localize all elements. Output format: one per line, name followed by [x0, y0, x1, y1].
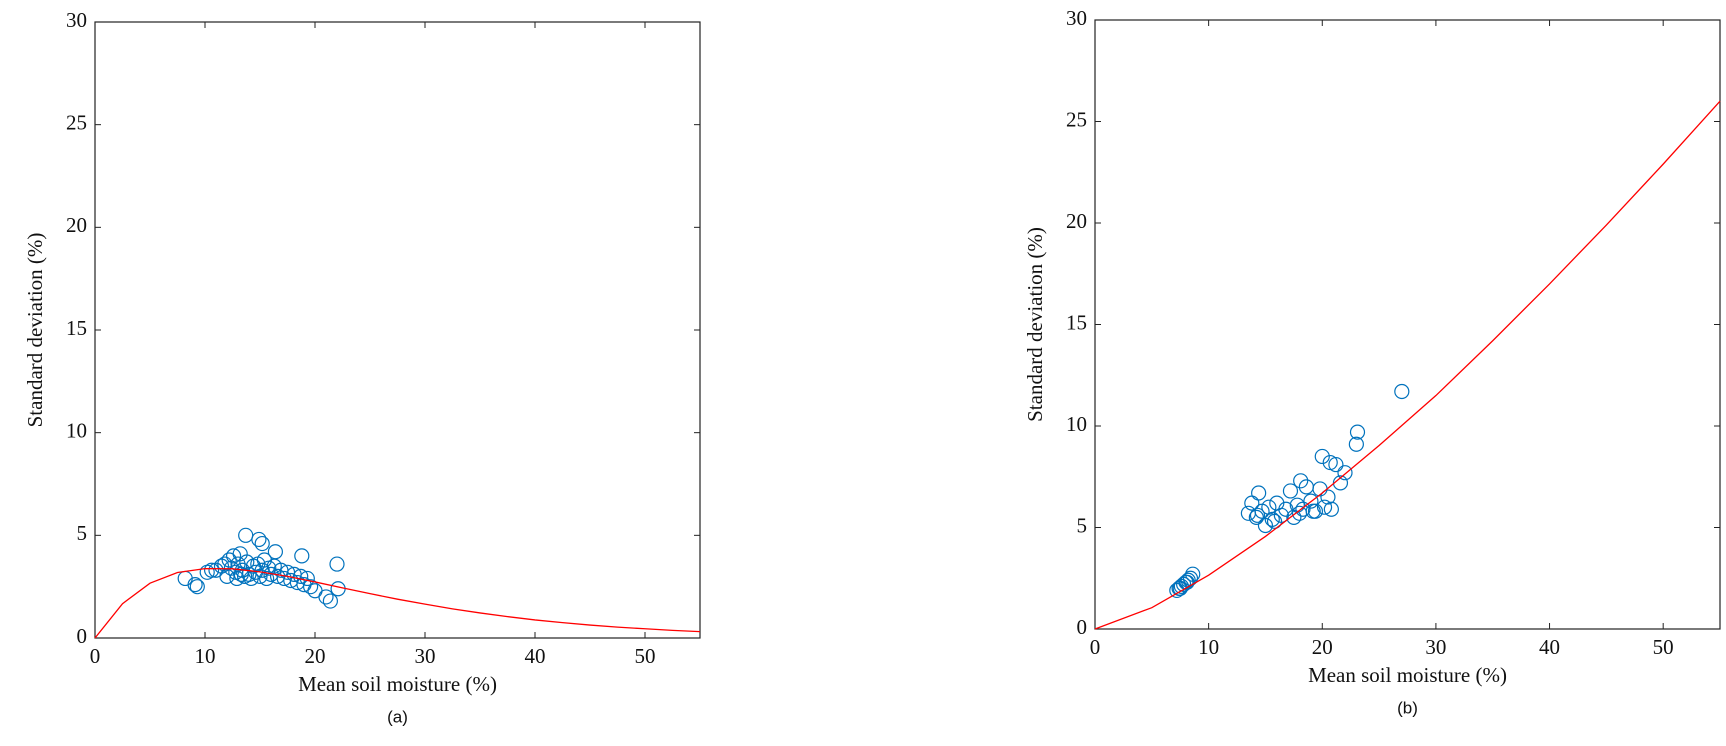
x-tick-label: 30 [415, 644, 436, 668]
data-point [318, 589, 334, 605]
y-tick-label: 15 [1066, 310, 1087, 334]
y-axis-label: Standard deviation (%) [1023, 227, 1047, 422]
x-tick-label: 10 [1198, 635, 1219, 659]
data-point [303, 579, 319, 595]
data-point [226, 548, 242, 564]
y-tick-label: 5 [1077, 513, 1088, 537]
data-point [330, 581, 346, 597]
x-axis-label: Mean soil moisture (%) [298, 672, 497, 696]
caption: (b) [1397, 698, 1418, 717]
data-point [1261, 499, 1277, 515]
x-tick-label: 40 [1539, 635, 1560, 659]
data-point [1240, 505, 1257, 521]
x-tick-label: 50 [635, 644, 656, 668]
data-point [1266, 513, 1283, 530]
data-point [1298, 479, 1314, 495]
data-point [1249, 507, 1266, 523]
x-axis-label: Mean soil moisture (%) [1308, 663, 1507, 687]
data-point [251, 531, 267, 548]
data-point [1348, 436, 1364, 452]
data-point [267, 544, 283, 560]
data-point [1282, 483, 1299, 499]
y-tick-label: 20 [66, 213, 87, 237]
data-point [1312, 481, 1328, 497]
y-tick-label: 30 [66, 8, 87, 32]
data-point [213, 558, 230, 574]
y-tick-label: 25 [66, 110, 87, 134]
y-tick-label: 0 [77, 624, 88, 648]
y-tick-label: 30 [1066, 6, 1087, 30]
data-point [1295, 501, 1311, 517]
y-tick-label: 20 [1066, 209, 1087, 233]
y-tick-label: 10 [1066, 412, 1087, 436]
data-point [1278, 501, 1294, 517]
y-tick-label: 10 [66, 418, 87, 442]
data-point [294, 548, 310, 564]
data-point [229, 570, 245, 587]
plot-frame [1094, 19, 1721, 630]
data-point [233, 566, 249, 582]
y-tick-label: 0 [1077, 615, 1088, 639]
data-point [254, 535, 270, 552]
data-point [322, 593, 338, 609]
y-tick-label: 25 [1066, 107, 1087, 131]
x-tick-label: 50 [1653, 635, 1674, 659]
data-point [259, 570, 275, 587]
data-point [1305, 503, 1321, 519]
data-point [293, 568, 309, 585]
fit-curve [94, 567, 701, 639]
data-point [1323, 501, 1339, 517]
x-tick-label: 20 [1312, 635, 1333, 659]
data-point [204, 562, 220, 578]
y-axis-label: Standard deviation (%) [23, 233, 47, 428]
data-point [1264, 511, 1280, 527]
fit-curve [1094, 100, 1721, 630]
x-tick-label: 0 [1090, 635, 1101, 659]
data-point [1179, 574, 1195, 590]
data-point [1293, 473, 1309, 489]
data-point [1320, 489, 1336, 505]
data-point [238, 527, 254, 543]
plot-frame [94, 21, 701, 639]
data-point [252, 568, 268, 585]
data-point [1303, 493, 1319, 509]
x-tick-label: 20 [305, 644, 326, 668]
data-point [329, 556, 345, 572]
data-point [187, 577, 203, 593]
data-point [1251, 485, 1267, 501]
x-tick-label: 10 [195, 644, 216, 668]
caption: (a) [387, 707, 408, 726]
x-tick-label: 30 [1425, 635, 1446, 659]
data-point [1314, 448, 1330, 465]
data-point [189, 579, 205, 595]
y-tick-label: 5 [77, 521, 88, 545]
data-point [1248, 509, 1264, 525]
x-tick-label: 40 [525, 644, 546, 668]
x-tick-label: 0 [90, 644, 101, 668]
data-point [1394, 383, 1410, 400]
y-tick-label: 15 [66, 316, 87, 340]
data-point [1286, 509, 1302, 525]
data-point [1337, 465, 1353, 481]
data-point [1316, 499, 1333, 515]
data-point [1349, 424, 1366, 440]
data-point [219, 568, 235, 585]
data-point [1185, 566, 1201, 582]
data-point [307, 583, 323, 599]
data-point [1322, 454, 1338, 471]
data-point [177, 570, 193, 587]
